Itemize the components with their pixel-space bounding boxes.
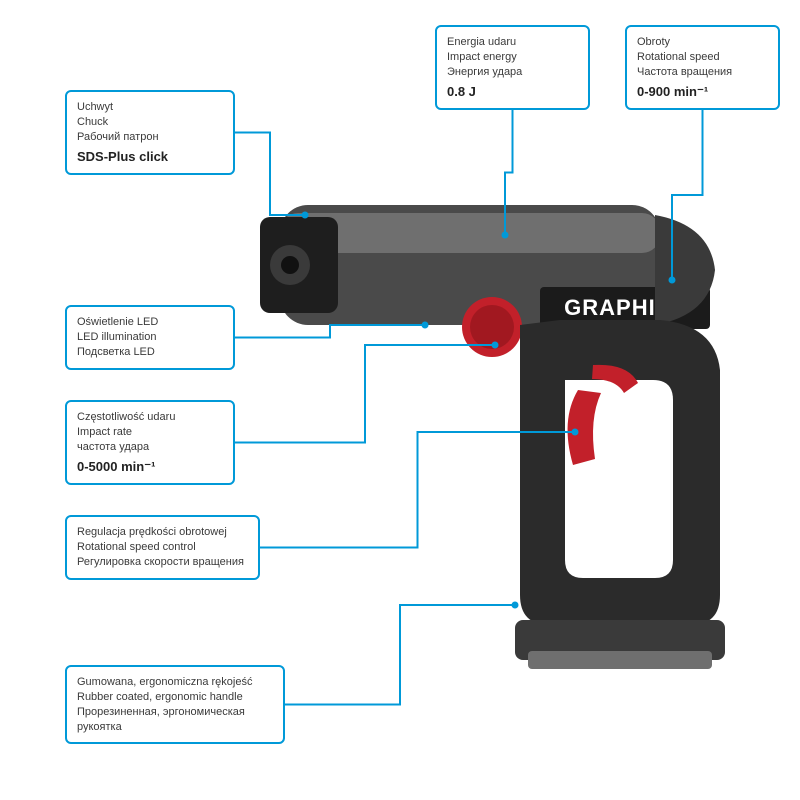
callout-label: частота удара (77, 440, 223, 455)
callout-chuck: UchwytChuckРабочий патрон SDS-Plus click (65, 90, 235, 175)
callout-value: 0.8 J (447, 83, 578, 101)
callout-label: Подсветка LED (77, 345, 223, 360)
callout-label: Rotational speed (637, 50, 768, 65)
callout-grip: Gumowana, ergonomiczna rękojeśćRubber co… (65, 665, 285, 744)
product-illustration: GRAPHITE (260, 165, 770, 675)
callout-label: Регулировка скорости вращения (77, 555, 248, 570)
callout-led: Oświetlenie LEDLED illuminationПодсветка… (65, 305, 235, 370)
callout-label: Energia udaru (447, 35, 578, 50)
callout-label: Gumowana, ergonomiczna rękojeść (77, 675, 273, 690)
callout-label: Impact energy (447, 50, 578, 65)
callout-label: Chuck (77, 115, 223, 130)
callout-label: Rotational speed control (77, 540, 248, 555)
callout-impact-energy: Energia udaruImpact energyЭнергия удара 0… (435, 25, 590, 110)
callout-label: Рабочий патрон (77, 130, 223, 145)
callout-label: Regulacja prędkości obrotowej (77, 525, 248, 540)
callout-label: Частота вращения (637, 65, 768, 80)
callout-label: Częstotliwość udaru (77, 410, 223, 425)
callout-label: Прорезиненная, эргономическая рукоятка (77, 705, 273, 735)
callout-label: Rubber coated, ergonomic handle (77, 690, 273, 705)
callout-label: Impact rate (77, 425, 223, 440)
callout-impact-rate: Częstotliwość udaruImpact rateчастота уд… (65, 400, 235, 485)
callout-label: Oświetlenie LED (77, 315, 223, 330)
callout-label: Энергия удара (447, 65, 578, 80)
callout-speed-control: Regulacja prędkości obrotowejRotational … (65, 515, 260, 580)
callout-label: Obroty (637, 35, 768, 50)
callout-value: SDS-Plus click (77, 148, 223, 166)
callout-label: LED illumination (77, 330, 223, 345)
callout-value: 0-900 min⁻¹ (637, 83, 768, 101)
callout-value: 0-5000 min⁻¹ (77, 458, 223, 476)
callout-label: Uchwyt (77, 100, 223, 115)
callout-rotational-speed: ObrotyRotational speedЧастота вращения 0-… (625, 25, 780, 110)
